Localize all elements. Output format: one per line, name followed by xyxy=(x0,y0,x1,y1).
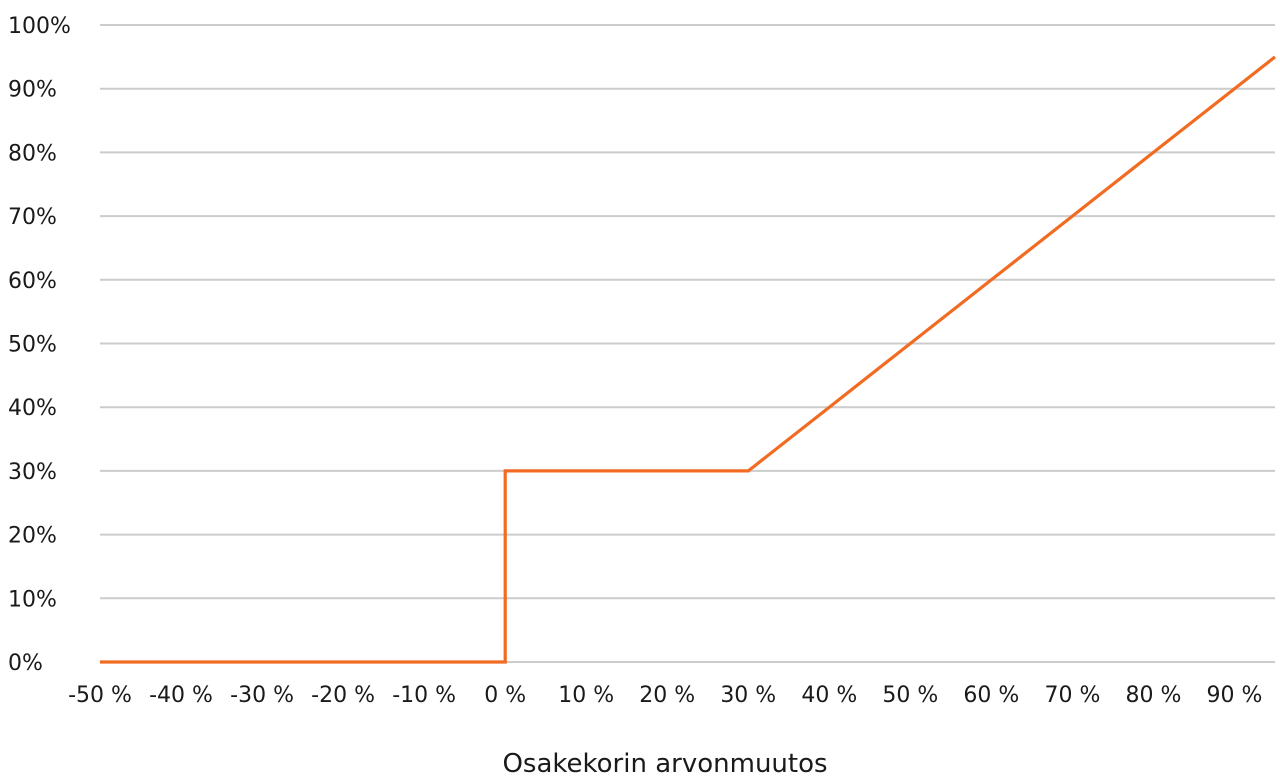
x-tick-label: 50 % xyxy=(882,683,938,708)
x-tick-label: 20 % xyxy=(639,683,695,708)
y-tick-label: 0% xyxy=(8,651,43,676)
x-axis-tick-labels: -50 % -40 % -30 % -20 % -10 % 0 % 10 % 20 % 30 %… xyxy=(68,683,1262,708)
gridlines xyxy=(100,24,1275,663)
x-tick-label: 10 % xyxy=(558,683,614,708)
x-tick-label: -40 % xyxy=(149,683,213,708)
y-tick-label: 80% xyxy=(8,141,57,166)
y-tick-label: 50% xyxy=(8,333,57,358)
x-tick-label: 90 % xyxy=(1207,683,1263,708)
x-tick-label: 70 % xyxy=(1044,683,1100,708)
x-tick-label: -50 % xyxy=(68,683,132,708)
x-tick-label: 30 % xyxy=(720,683,776,708)
x-tick-label: -30 % xyxy=(230,683,294,708)
y-axis-tick-labels: 0% 10% 20% 30% 40% 50% 60% 70% 80% 90% 100% xyxy=(8,14,71,676)
series-line xyxy=(100,55,1276,664)
y-tick-label: 40% xyxy=(8,396,57,421)
y-tick-label: 10% xyxy=(8,587,57,612)
y-tick-label: 20% xyxy=(8,524,57,549)
y-tick-label: 90% xyxy=(8,78,57,103)
x-tick-label: 80 % xyxy=(1125,683,1181,708)
y-tick-label: 30% xyxy=(8,460,57,485)
x-tick-label: -20 % xyxy=(311,683,375,708)
y-tick-label: 70% xyxy=(8,205,57,230)
x-tick-label: -10 % xyxy=(392,683,456,708)
x-tick-label: 40 % xyxy=(801,683,857,708)
plot-area xyxy=(100,55,1276,664)
y-tick-label: 100% xyxy=(8,14,71,39)
y-tick-label: 60% xyxy=(8,269,57,294)
x-tick-label: 60 % xyxy=(963,683,1019,708)
x-tick-label: 0 % xyxy=(484,683,526,708)
x-axis-title: Osakekorin arvonmuutos xyxy=(502,749,827,778)
